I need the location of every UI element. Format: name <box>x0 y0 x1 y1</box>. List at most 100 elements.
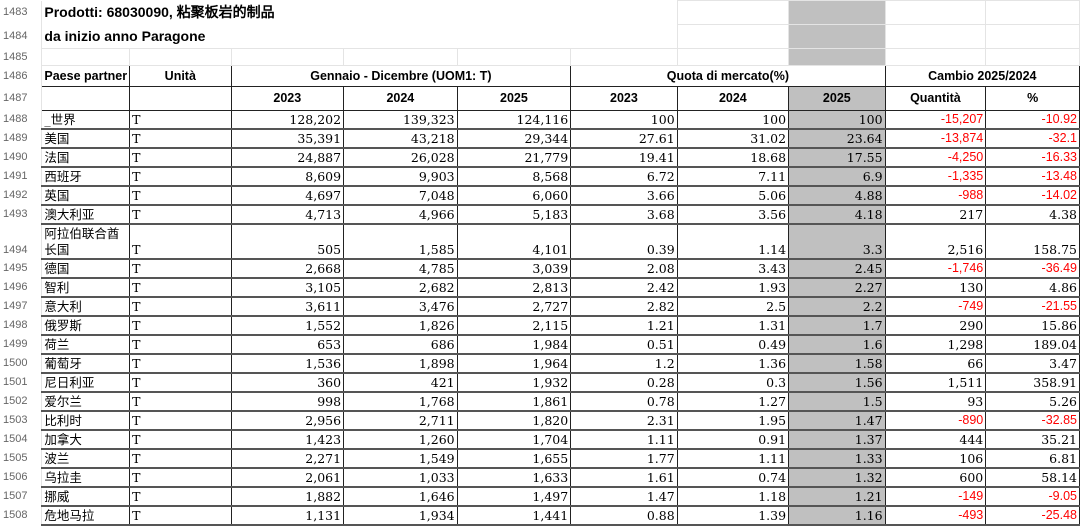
share-2024-cell[interactable]: 0.49 <box>676 335 790 355</box>
country-cell[interactable]: 加拿大 <box>41 430 131 450</box>
share-2024-cell[interactable]: 100 <box>676 110 790 130</box>
report-title[interactable]: Prodotti: 68030090, 粘聚板岩的制品 <box>44 4 275 20</box>
unit-cell[interactable]: T <box>129 129 232 149</box>
qty-2024-cell[interactable]: 4,785 <box>343 259 458 279</box>
share-2025-cell[interactable]: 2.2 <box>788 297 886 317</box>
country-cell[interactable]: 澳大利亚 <box>41 205 131 225</box>
qty-2024-cell[interactable]: 1,646 <box>343 487 458 507</box>
qty-2023-cell[interactable]: 505 <box>230 224 345 260</box>
country-cell[interactable]: 波兰 <box>41 449 131 469</box>
share-2024-cell[interactable]: 7.11 <box>676 167 790 187</box>
header-partner[interactable]: Paese partner <box>41 65 131 87</box>
cell[interactable] <box>788 24 886 49</box>
share-2024-cell[interactable]: 1.31 <box>676 316 790 336</box>
change-qty-cell[interactable]: 444 <box>884 430 987 450</box>
row-header[interactable]: 1486 <box>0 65 43 87</box>
country-cell[interactable]: 危地马拉 <box>41 506 131 526</box>
qty-2025-cell[interactable]: 4,101 <box>456 224 572 260</box>
share-2024-cell[interactable]: 1.36 <box>676 354 790 374</box>
unit-cell[interactable]: T <box>129 224 232 260</box>
header-period[interactable]: Gennaio - Dicembre (UOM1: T) <box>230 65 572 87</box>
row-header[interactable]: 1491 <box>0 167 43 186</box>
row-header[interactable]: 1484 <box>0 24 43 49</box>
cell[interactable] <box>676 24 790 49</box>
share-2023-cell[interactable]: 2.31 <box>570 411 678 431</box>
country-cell[interactable]: 西班牙 <box>41 167 131 187</box>
country-cell[interactable]: 俄罗斯 <box>41 316 131 336</box>
share-2023-cell[interactable]: 1.2 <box>570 354 678 374</box>
change-qty-cell[interactable]: -493 <box>884 506 987 526</box>
qty-2025-cell[interactable]: 1,984 <box>456 335 572 355</box>
share-2024-cell[interactable]: 1.95 <box>676 411 790 431</box>
change-pct-cell[interactable]: 6.81 <box>985 449 1080 469</box>
qty-2025-cell[interactable]: 1,964 <box>456 354 572 374</box>
qty-2025-cell[interactable]: 6,060 <box>456 186 572 206</box>
qty-2023-cell[interactable]: 128,202 <box>230 110 345 130</box>
qty-2023-cell[interactable]: 8,609 <box>230 167 345 187</box>
share-2023-cell[interactable]: 1.21 <box>570 316 678 336</box>
country-cell[interactable]: 爱尔兰 <box>41 392 131 412</box>
unit-cell[interactable]: T <box>129 335 232 355</box>
row-header[interactable]: 1488 <box>0 110 43 129</box>
change-pct-cell[interactable]: 5.26 <box>985 392 1080 412</box>
change-qty-cell[interactable]: 130 <box>884 278 987 298</box>
share-2025-cell[interactable]: 1.47 <box>788 411 886 431</box>
share-2023-cell[interactable]: 100 <box>570 110 678 130</box>
share-2024-cell[interactable]: 1.18 <box>676 487 790 507</box>
cell[interactable] <box>676 0 790 25</box>
qty-2023-cell[interactable]: 1,882 <box>230 487 345 507</box>
qty-2025-cell[interactable]: 3,039 <box>456 259 572 279</box>
qty-2025-cell[interactable]: 1,704 <box>456 430 572 450</box>
qty-2024-cell[interactable]: 139,323 <box>343 110 458 130</box>
change-qty-cell[interactable]: -15,207 <box>884 110 987 130</box>
change-qty-cell[interactable]: 290 <box>884 316 987 336</box>
country-cell[interactable]: 乌拉圭 <box>41 468 131 488</box>
share-2025-cell[interactable]: 1.6 <box>788 335 886 355</box>
share-2024-cell[interactable]: 1.14 <box>676 224 790 260</box>
row-header[interactable]: 1485 <box>0 48 43 66</box>
unit-cell[interactable]: T <box>129 487 232 507</box>
share-2025-cell[interactable]: 1.5 <box>788 392 886 412</box>
row-header[interactable]: 1495 <box>0 259 43 278</box>
change-qty-cell[interactable]: 600 <box>884 468 987 488</box>
cell[interactable] <box>985 48 1080 66</box>
change-qty-cell[interactable]: -1,335 <box>884 167 987 187</box>
change-pct-cell[interactable]: -25.48 <box>985 506 1080 526</box>
share-2024-cell[interactable]: 31.02 <box>676 129 790 149</box>
header-change[interactable]: Cambio 2025/2024 <box>884 65 1080 87</box>
row-header[interactable]: 1490 <box>0 148 43 167</box>
share-2025-cell[interactable]: 100 <box>788 110 886 130</box>
country-cell[interactable]: 荷兰 <box>41 335 131 355</box>
unit-cell[interactable]: T <box>129 148 232 168</box>
unit-cell[interactable]: T <box>129 411 232 431</box>
qty-2025-cell[interactable]: 2,813 <box>456 278 572 298</box>
share-2025-cell[interactable]: 1.16 <box>788 506 886 526</box>
unit-cell[interactable]: T <box>129 354 232 374</box>
share-2023-cell[interactable]: 0.51 <box>570 335 678 355</box>
share-2023-cell[interactable]: 2.42 <box>570 278 678 298</box>
change-pct-cell[interactable]: 3.47 <box>985 354 1080 374</box>
qty-2023-cell[interactable]: 3,611 <box>230 297 345 317</box>
change-qty-cell[interactable]: -1,746 <box>884 259 987 279</box>
change-qty-cell[interactable]: -749 <box>884 297 987 317</box>
qty-2025-cell[interactable]: 21,779 <box>456 148 572 168</box>
qty-2024-cell[interactable]: 1,033 <box>343 468 458 488</box>
qty-2025-cell[interactable]: 1,861 <box>456 392 572 412</box>
row-header[interactable]: 1508 <box>0 506 43 525</box>
change-pct-cell[interactable]: 58.14 <box>985 468 1080 488</box>
share-2023-cell[interactable]: 3.68 <box>570 205 678 225</box>
change-qty-cell[interactable]: 106 <box>884 449 987 469</box>
row-header[interactable]: 1501 <box>0 373 43 392</box>
unit-cell[interactable]: T <box>129 297 232 317</box>
share-2025-cell[interactable]: 4.18 <box>788 205 886 225</box>
share-2024-cell[interactable]: 3.43 <box>676 259 790 279</box>
qty-2023-cell[interactable]: 1,552 <box>230 316 345 336</box>
unit-cell[interactable]: T <box>129 259 232 279</box>
unit-cell[interactable]: T <box>129 392 232 412</box>
qty-2025-cell[interactable]: 2,727 <box>456 297 572 317</box>
share-2024-cell[interactable]: 1.11 <box>676 449 790 469</box>
cell[interactable] <box>884 0 987 25</box>
row-header[interactable]: 1498 <box>0 316 43 335</box>
share-2023-cell[interactable]: 6.72 <box>570 167 678 187</box>
row-header[interactable]: 1502 <box>0 392 43 411</box>
